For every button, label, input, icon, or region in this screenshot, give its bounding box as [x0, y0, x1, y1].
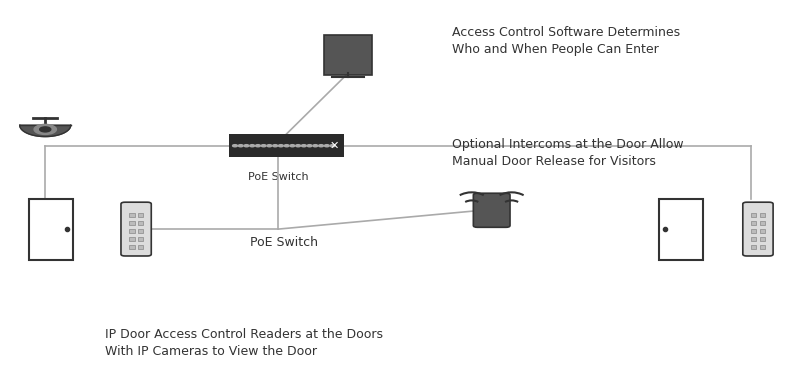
Circle shape: [313, 145, 318, 147]
FancyBboxPatch shape: [474, 193, 510, 227]
Text: PoE Switch: PoE Switch: [248, 172, 309, 182]
FancyBboxPatch shape: [138, 213, 143, 217]
Circle shape: [290, 145, 294, 147]
Circle shape: [318, 145, 323, 147]
Circle shape: [238, 145, 243, 147]
Circle shape: [296, 145, 301, 147]
Text: PoE Switch: PoE Switch: [250, 236, 318, 249]
FancyBboxPatch shape: [759, 237, 765, 241]
FancyBboxPatch shape: [129, 229, 134, 233]
Circle shape: [267, 145, 272, 147]
FancyBboxPatch shape: [750, 237, 756, 241]
FancyBboxPatch shape: [138, 221, 143, 225]
Circle shape: [262, 145, 266, 147]
Text: Access Control Software Determines
Who and When People Can Enter: Access Control Software Determines Who a…: [452, 26, 680, 56]
Text: IP Door Access Control Readers at the Doors
With IP Cameras to View the Door: IP Door Access Control Readers at the Do…: [105, 328, 383, 358]
FancyBboxPatch shape: [324, 36, 372, 75]
FancyBboxPatch shape: [129, 221, 134, 225]
Circle shape: [233, 145, 238, 147]
FancyBboxPatch shape: [121, 202, 151, 256]
FancyBboxPatch shape: [743, 202, 773, 256]
FancyBboxPatch shape: [129, 244, 134, 249]
Circle shape: [330, 145, 335, 147]
Circle shape: [302, 145, 306, 147]
Circle shape: [278, 145, 283, 147]
Text: ✕: ✕: [330, 141, 339, 151]
FancyBboxPatch shape: [138, 229, 143, 233]
Circle shape: [284, 145, 289, 147]
Circle shape: [255, 145, 260, 147]
FancyBboxPatch shape: [759, 213, 765, 217]
FancyBboxPatch shape: [750, 244, 756, 249]
FancyBboxPatch shape: [759, 229, 765, 233]
FancyBboxPatch shape: [750, 229, 756, 233]
FancyBboxPatch shape: [129, 213, 134, 217]
FancyBboxPatch shape: [138, 244, 143, 249]
FancyBboxPatch shape: [750, 221, 756, 225]
FancyBboxPatch shape: [138, 237, 143, 241]
Polygon shape: [20, 125, 70, 137]
Circle shape: [34, 124, 56, 134]
FancyBboxPatch shape: [750, 213, 756, 217]
Circle shape: [244, 145, 249, 147]
Circle shape: [250, 145, 254, 147]
FancyBboxPatch shape: [659, 199, 703, 259]
FancyBboxPatch shape: [129, 237, 134, 241]
FancyBboxPatch shape: [30, 199, 73, 259]
Circle shape: [325, 145, 330, 147]
FancyBboxPatch shape: [759, 244, 765, 249]
Text: Optional Intercoms at the Door Allow
Manual Door Release for Visitors: Optional Intercoms at the Door Allow Man…: [452, 138, 683, 168]
Circle shape: [273, 145, 278, 147]
Circle shape: [307, 145, 312, 147]
FancyBboxPatch shape: [759, 221, 765, 225]
FancyBboxPatch shape: [229, 134, 344, 157]
Circle shape: [40, 127, 51, 132]
